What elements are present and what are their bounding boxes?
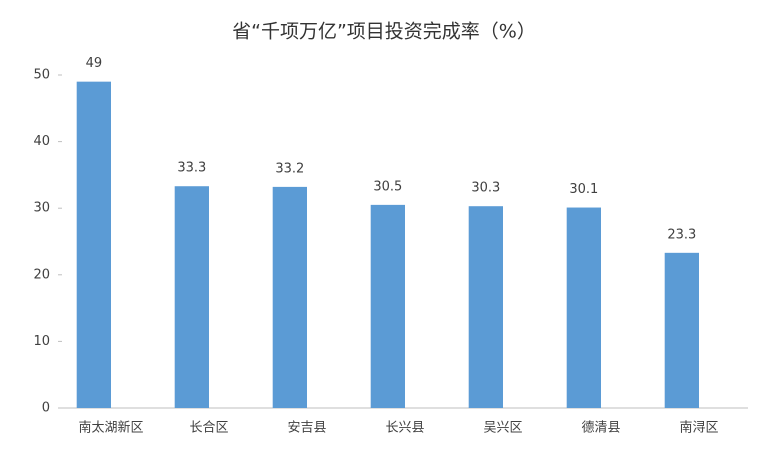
bar: [664, 252, 699, 408]
x-tick-label: 安吉县: [287, 421, 326, 436]
y-tick-label: 40: [33, 134, 50, 149]
x-tick-label: 德清县: [581, 421, 620, 436]
x-tick-label: 长合区: [189, 421, 228, 436]
bar: [174, 186, 209, 408]
x-tick-label: 吴兴区: [483, 421, 522, 436]
x-tick-label: 南浔区: [679, 420, 718, 436]
bar: [76, 81, 111, 408]
y-tick-label: 30: [33, 201, 50, 216]
data-label: 33.3: [177, 161, 206, 176]
data-label: 23.3: [667, 227, 696, 242]
bar: [272, 186, 307, 408]
data-label: 30.3: [471, 181, 500, 196]
data-label: 30.5: [373, 179, 402, 194]
y-tick-label: 0: [42, 401, 50, 416]
x-tick-label: 南太湖新区: [78, 420, 143, 436]
data-label: 33.2: [275, 161, 304, 176]
x-tick-label: 长兴县: [385, 421, 424, 436]
data-label: 49: [86, 56, 103, 71]
data-label: 30.1: [569, 182, 598, 197]
bar: [370, 204, 405, 408]
bar: [566, 207, 601, 408]
y-tick-label: 20: [33, 267, 50, 282]
chart-title: 省“千项万亿”项目投资完成率（%）: [232, 21, 536, 43]
y-tick-label: 50: [33, 68, 50, 83]
bar: [468, 206, 503, 408]
y-tick-label: 10: [33, 334, 50, 349]
